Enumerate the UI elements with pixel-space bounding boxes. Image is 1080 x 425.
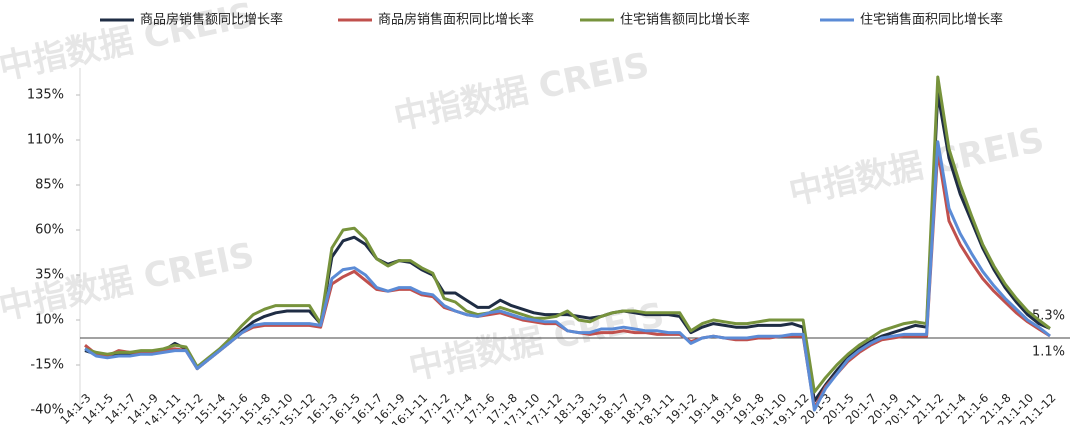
watermarks: 中指数据 CREIS 中指数据 CREIS 中指数据 CREIS 中指数据 CR… <box>0 0 1048 388</box>
series-line <box>84 140 1051 412</box>
y-tick-label: -40% <box>30 403 64 418</box>
watermark: 中指数据 CREIS <box>391 45 653 138</box>
legend-label: 商品房销售面积同比增长率 <box>378 12 534 28</box>
legend-label: 住宅销售额同比增长率 <box>620 12 750 28</box>
series-line <box>84 91 1051 403</box>
legend-label: 商品房销售额同比增长率 <box>140 12 283 28</box>
legend-label: 住宅销售面积同比增长率 <box>860 12 1003 28</box>
y-tick-label: 85% <box>35 178 64 193</box>
y-tick-label: 10% <box>35 313 64 328</box>
y-tick-label: 110% <box>27 133 64 148</box>
watermark: 中指数据 CREIS <box>786 120 1048 213</box>
y-tick-label: 35% <box>35 268 64 283</box>
y-tick-label: -15% <box>30 358 64 373</box>
annotation: 1.1% <box>1032 345 1065 360</box>
y-tick-label: 135% <box>27 88 64 103</box>
y-tick-label: 60% <box>35 223 64 238</box>
series-line <box>84 75 1051 394</box>
